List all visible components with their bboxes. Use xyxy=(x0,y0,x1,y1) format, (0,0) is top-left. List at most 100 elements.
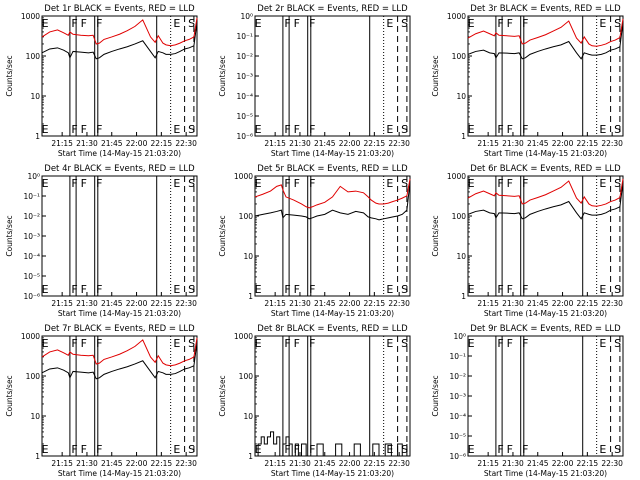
marker-bottom: F xyxy=(507,123,513,136)
marker-bottom: F xyxy=(497,283,503,296)
marker-top: F xyxy=(294,17,300,30)
x-tick-label: 22:15 xyxy=(151,459,173,468)
x-tick-label: 21:30 xyxy=(502,299,524,308)
marker-bottom: F xyxy=(284,283,290,296)
marker-top: E xyxy=(42,17,49,30)
marker-bottom: F xyxy=(294,443,300,456)
marker-bottom: E xyxy=(599,283,606,296)
marker-top: E xyxy=(599,337,606,350)
marker-bottom: E xyxy=(386,283,393,296)
y-axis-label: Counts/sec xyxy=(218,55,227,96)
y-tick-label: 1000 xyxy=(447,172,466,181)
series-line-1 xyxy=(467,182,624,220)
x-tick-label: 22:00 xyxy=(339,299,361,308)
marker-bottom: E xyxy=(255,283,262,296)
marker-bottom: F xyxy=(522,123,528,136)
marker-top: F xyxy=(497,17,503,30)
y-tick-label: 1 xyxy=(35,132,40,141)
marker-bottom: E xyxy=(173,443,180,456)
marker-bottom: S xyxy=(614,283,621,296)
marker-bottom: S xyxy=(614,123,621,136)
marker-top: F xyxy=(309,17,315,30)
x-tick-label: 22:30 xyxy=(175,139,197,148)
x-tick-label: 21:30 xyxy=(289,299,311,308)
y-axis-label: Counts/sec xyxy=(218,375,227,416)
marker-bottom: F xyxy=(497,123,503,136)
y-tick-label: 1 xyxy=(461,132,466,141)
marker-bottom: F xyxy=(309,123,315,136)
marker-top: E xyxy=(255,17,262,30)
marker-bottom: F xyxy=(507,443,513,456)
plot-frame xyxy=(467,335,624,457)
marker-top: E xyxy=(386,177,393,190)
y-tick-label: 10⁻⁴ xyxy=(236,92,253,101)
marker-top: S xyxy=(614,337,621,350)
y-tick-label: 10⁻⁵ xyxy=(23,272,40,281)
marker-top: E xyxy=(599,17,606,30)
marker-bottom: E xyxy=(173,283,180,296)
marker-bottom: F xyxy=(71,123,77,136)
marker-top: E xyxy=(386,337,393,350)
y-tick-label: 100 xyxy=(452,212,467,221)
marker-bottom: E xyxy=(42,283,49,296)
x-tick-label: 22:30 xyxy=(601,299,623,308)
y-tick-label: 10⁰ xyxy=(453,332,466,341)
panel-4: Det 4r BLACK = Events, RED = LLD 10⁻⁶ 10⁻⁵… xyxy=(5,164,198,318)
y-axis-label: Counts/sec xyxy=(5,55,14,96)
x-tick-label: 22:00 xyxy=(126,299,148,308)
x-tick-label: 21:30 xyxy=(502,139,524,148)
y-tick-label: 1000 xyxy=(234,172,253,181)
x-tick-label: 22:30 xyxy=(175,459,197,468)
marker-top: F xyxy=(294,337,300,350)
marker-top: E xyxy=(468,337,475,350)
y-tick-label: 10⁰ xyxy=(240,12,253,21)
x-tick-label: 22:30 xyxy=(601,459,623,468)
series-line-1 xyxy=(41,22,198,60)
y-tick-label: 10 xyxy=(243,252,253,261)
x-tick-label: 21:15 xyxy=(477,459,499,468)
marker-bottom: F xyxy=(309,283,315,296)
panel-title: Det 8r BLACK = Events, RED = LLD xyxy=(257,324,408,334)
x-tick-label: 22:15 xyxy=(577,299,599,308)
marker-top: E xyxy=(468,17,475,30)
x-axis-label: Start Time (14-May-15 21:03:20) xyxy=(58,309,181,318)
marker-bottom: F xyxy=(96,283,102,296)
x-tick-label: 21:45 xyxy=(101,299,123,308)
y-axis-label: Counts/sec xyxy=(5,375,14,416)
marker-top: S xyxy=(188,17,195,30)
marker-bottom: F xyxy=(284,443,290,456)
marker-top: E xyxy=(173,337,180,350)
x-tick-label: 22:00 xyxy=(339,459,361,468)
marker-top: F xyxy=(522,177,528,190)
x-tick-label: 22:00 xyxy=(552,299,574,308)
marker-bottom: E xyxy=(255,123,262,136)
marker-top: E xyxy=(173,17,180,30)
y-tick-label: 10⁻¹ xyxy=(236,32,253,41)
marker-bottom: S xyxy=(614,443,621,456)
x-tick-label: 21:30 xyxy=(76,299,98,308)
marker-top: F xyxy=(497,337,503,350)
panel-title: Det 7r BLACK = Events, RED = LLD xyxy=(44,324,195,334)
plot-frame xyxy=(41,175,198,297)
x-tick-label: 22:00 xyxy=(339,139,361,148)
marker-top: F xyxy=(309,177,315,190)
marker-bottom: F xyxy=(81,123,87,136)
y-tick-label: 10⁻³ xyxy=(23,232,40,241)
x-tick-label: 22:00 xyxy=(126,139,148,148)
x-axis-label: Start Time (14-May-15 21:03:20) xyxy=(58,469,181,478)
y-tick-label: 10⁻⁶ xyxy=(236,132,253,141)
y-tick-label: 1000 xyxy=(447,12,466,21)
y-tick-label: 10 xyxy=(456,92,466,101)
y-tick-label: 1000 xyxy=(21,12,40,21)
x-tick-label: 22:15 xyxy=(364,459,386,468)
panel-title: Det 3r BLACK = Events, RED = LLD xyxy=(470,4,621,14)
x-tick-label: 21:45 xyxy=(527,299,549,308)
marker-top: E xyxy=(599,177,606,190)
x-tick-label: 22:15 xyxy=(577,459,599,468)
panel-6: Det 6r BLACK = Events, RED = LLD 1 10 100 10… xyxy=(431,164,624,318)
marker-top: E xyxy=(386,17,393,30)
y-tick-label: 10⁻² xyxy=(23,212,40,221)
marker-top: F xyxy=(507,337,513,350)
series-line-2 xyxy=(41,337,198,367)
marker-bottom: S xyxy=(188,283,195,296)
